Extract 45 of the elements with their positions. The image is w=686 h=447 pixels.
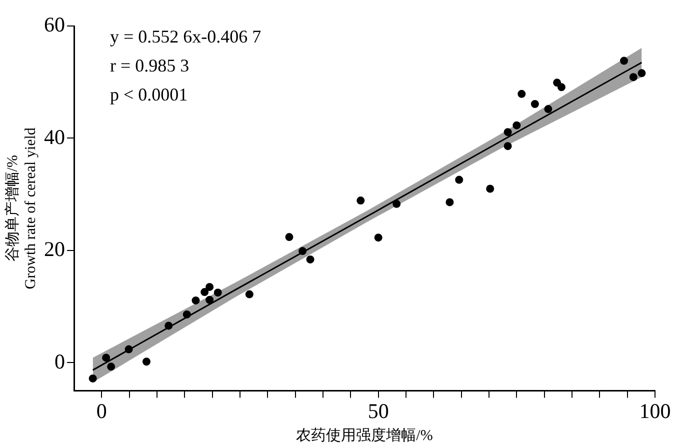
annotation: r = 0.985 3	[110, 56, 190, 76]
point	[553, 78, 562, 87]
point	[306, 255, 314, 264]
point	[392, 200, 401, 208]
annotation: p < 0.0001	[110, 84, 188, 105]
point	[142, 358, 150, 366]
point	[557, 83, 566, 92]
point	[455, 176, 464, 184]
point	[530, 100, 539, 108]
point	[124, 345, 133, 354]
point	[206, 282, 214, 291]
point	[504, 128, 512, 136]
y-tick-label: 20	[44, 237, 65, 262]
y-tick-label: 60	[44, 12, 65, 37]
point	[298, 247, 307, 256]
x-tick-label: 0	[96, 398, 107, 423]
point	[356, 196, 365, 205]
x-axis-title: 农药使用强度增幅/%	[296, 426, 433, 444]
y-axis-title: 谷物单产增幅/% Growth rate of cereal yield	[4, 127, 39, 290]
point	[544, 105, 552, 114]
point	[629, 73, 638, 82]
point	[620, 56, 628, 65]
x-tick-label: 100	[639, 398, 671, 423]
point	[214, 288, 222, 297]
point	[102, 354, 110, 362]
point	[638, 69, 646, 78]
point	[245, 290, 254, 298]
point	[518, 90, 526, 98]
y-tick-label: 40	[44, 124, 65, 149]
point	[107, 362, 116, 371]
point	[164, 322, 173, 330]
point	[285, 233, 294, 242]
point	[200, 288, 209, 296]
point	[88, 374, 97, 382]
point	[446, 198, 454, 206]
point	[192, 296, 200, 304]
y-tick-label: 0	[54, 349, 65, 374]
point	[374, 234, 382, 242]
point	[486, 184, 494, 193]
point	[182, 310, 191, 318]
annotation: y = 0.552 6x-0.406 7	[110, 26, 262, 47]
point	[504, 142, 512, 150]
point	[512, 121, 521, 130]
point	[206, 296, 214, 304]
x-tick-label: 50	[368, 398, 389, 423]
